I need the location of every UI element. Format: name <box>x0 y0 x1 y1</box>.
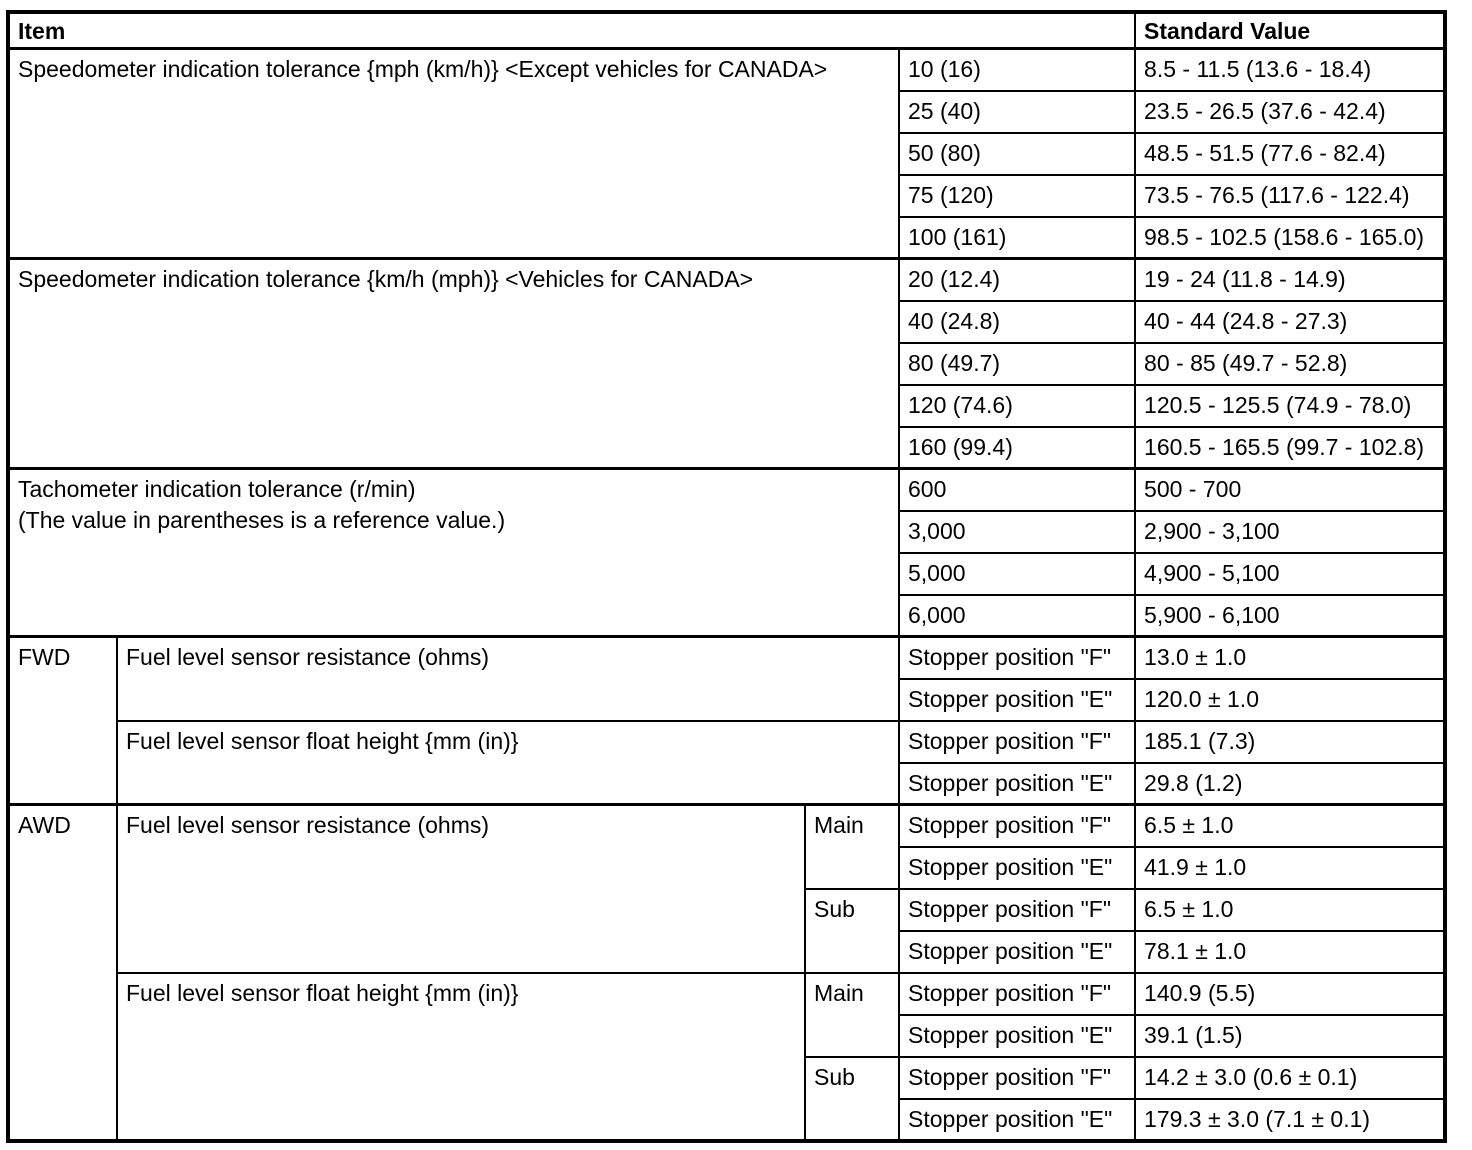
condition-cell: Stopper position "E" <box>897 1097 1137 1142</box>
value-cell: 500 - 700 <box>1134 467 1447 512</box>
value-cell: 29.8 (1.2) <box>1134 761 1447 806</box>
value-cell: 98.5 - 102.5 (158.6 - 165.0) <box>1134 215 1447 260</box>
subgroup-label-cell: Sub <box>804 887 900 974</box>
condition-cell: Stopper position "E" <box>897 1013 1137 1058</box>
value-cell: 185.1 (7.3) <box>1134 719 1447 764</box>
table-row: 75 (120) 73.5 - 76.5 (117.6 - 122.4) <box>8 173 1447 218</box>
table-row: 6,000 5,900 - 6,100 <box>8 593 1447 638</box>
condition-cell: 10 (16) <box>897 47 1137 92</box>
condition-cell: 25 (40) <box>897 89 1137 134</box>
value-cell: 19 - 24 (11.8 - 14.9) <box>1134 257 1447 302</box>
value-cell: 40 - 44 (24.8 - 27.3) <box>1134 299 1447 344</box>
subgroup-label-cell: Sub <box>804 1055 900 1142</box>
table-row: 5,000 4,900 - 5,100 <box>8 551 1447 596</box>
table-row: Stopper position "E" 120.0 ± 1.0 <box>8 677 1447 722</box>
condition-cell: 100 (161) <box>897 215 1137 260</box>
group-label-cell: Fuel level sensor resistance (ohms) <box>116 803 806 974</box>
condition-cell: Stopper position "F" <box>897 1055 1137 1100</box>
table-row: Sub Stopper position "F" 14.2 ± 3.0 (0.6… <box>8 1055 1447 1142</box>
condition-cell: 160 (99.4) <box>897 425 1137 470</box>
condition-cell: Stopper position "E" <box>897 761 1137 806</box>
condition-cell: 20 (12.4) <box>897 257 1137 302</box>
drivetrain-cell: AWD <box>7 803 118 1142</box>
column-header-standard-value: Standard Value <box>1134 11 1447 50</box>
condition-cell: 120 (74.6) <box>897 383 1137 428</box>
value-cell: 48.5 - 51.5 (77.6 - 82.4) <box>1134 131 1447 176</box>
value-cell: 80 - 85 (49.7 - 52.8) <box>1134 341 1447 386</box>
condition-cell: 3,000 <box>897 509 1137 554</box>
group-label-cell: Fuel level sensor resistance (ohms) <box>116 635 900 722</box>
condition-cell: Stopper position "F" <box>897 971 1137 1016</box>
value-cell: 6.5 ± 1.0 <box>1134 803 1447 848</box>
item-cell: Speedometer indication tolerance {km/h (… <box>7 257 900 470</box>
table-row: AWD Fuel level sensor resistance (ohms) … <box>7 803 1447 1142</box>
table-row: 80 (49.7) 80 - 85 (49.7 - 52.8) <box>8 341 1447 386</box>
table-row: FWD Fuel level sensor resistance (ohms) … <box>7 635 1447 806</box>
value-cell: 41.9 ± 1.0 <box>1134 845 1447 890</box>
condition-cell: 80 (49.7) <box>897 341 1137 386</box>
table-row: 3,000 2,900 - 3,100 <box>8 509 1447 554</box>
subgroup-label-cell: Main <box>804 803 900 890</box>
value-cell: 14.2 ± 3.0 (0.6 ± 0.1) <box>1134 1055 1447 1100</box>
value-cell: 73.5 - 76.5 (117.6 - 122.4) <box>1134 173 1447 218</box>
value-cell: 6.5 ± 1.0 <box>1134 887 1447 932</box>
header-row: Item Standard Value <box>6 11 1447 50</box>
drivetrain-cell: FWD <box>7 635 118 806</box>
value-cell: 78.1 ± 1.0 <box>1134 929 1447 974</box>
condition-cell: Stopper position "E" <box>897 677 1137 722</box>
table-row: Stopper position "E" 41.9 ± 1.0 <box>8 845 1447 890</box>
value-cell: 5,900 - 6,100 <box>1134 593 1447 638</box>
condition-cell: 75 (120) <box>897 173 1137 218</box>
value-cell: 8.5 - 11.5 (13.6 - 18.4) <box>1134 47 1447 92</box>
table-row: 160 (99.4) 160.5 - 165.5 (99.7 - 102.8) <box>8 425 1447 470</box>
table-row: Fuel level sensor float height {mm (in)}… <box>8 719 1447 806</box>
table-row: Fuel level sensor float height {mm (in)}… <box>8 971 1447 1142</box>
condition-cell: Stopper position "F" <box>897 887 1137 932</box>
table-row: 120 (74.6) 120.5 - 125.5 (74.9 - 78.0) <box>8 383 1447 428</box>
value-cell: 140.9 (5.5) <box>1134 971 1447 1016</box>
group-label-cell: Fuel level sensor float height {mm (in)} <box>116 719 900 806</box>
condition-cell: Stopper position "F" <box>897 719 1137 764</box>
specifications-table: Item Standard Value Speedometer indicati… <box>6 10 1448 1143</box>
table-row: 40 (24.8) 40 - 44 (24.8 - 27.3) <box>8 299 1447 344</box>
value-cell: 2,900 - 3,100 <box>1134 509 1447 554</box>
value-cell: 4,900 - 5,100 <box>1134 551 1447 596</box>
table-row: 50 (80) 48.5 - 51.5 (77.6 - 82.4) <box>8 131 1447 176</box>
table-row: Stopper position "E" 29.8 (1.2) <box>8 761 1447 806</box>
table-row: Speedometer indication tolerance {km/h (… <box>7 257 1447 470</box>
table-row: 25 (40) 23.5 - 26.5 (37.6 - 42.4) <box>8 89 1447 134</box>
condition-cell: 600 <box>897 467 1137 512</box>
table-row: Stopper position "E" 179.3 ± 3.0 (7.1 ± … <box>8 1097 1447 1142</box>
subgroup-label-cell: Main <box>804 971 900 1058</box>
condition-cell: 6,000 <box>897 593 1137 638</box>
value-cell: 13.0 ± 1.0 <box>1134 635 1447 680</box>
condition-cell: Stopper position "F" <box>897 803 1137 848</box>
condition-cell: 50 (80) <box>897 131 1137 176</box>
table-row: Sub Stopper position "F" 6.5 ± 1.0 <box>8 887 1447 974</box>
value-cell: 179.3 ± 3.0 (7.1 ± 0.1) <box>1134 1097 1447 1142</box>
column-header-item: Item <box>6 11 1137 50</box>
condition-cell: 5,000 <box>897 551 1137 596</box>
table-row: Speedometer indication tolerance {mph (k… <box>7 47 1447 260</box>
condition-cell: Stopper position "F" <box>897 635 1137 680</box>
value-cell: 120.5 - 125.5 (74.9 - 78.0) <box>1134 383 1447 428</box>
condition-cell: 40 (24.8) <box>897 299 1137 344</box>
group-label-cell: Fuel level sensor float height {mm (in)} <box>116 971 806 1142</box>
value-cell: 23.5 - 26.5 (37.6 - 42.4) <box>1134 89 1447 134</box>
item-cell: Speedometer indication tolerance {mph (k… <box>7 47 900 260</box>
table-row: Stopper position "E" 39.1 (1.5) <box>8 1013 1447 1058</box>
value-cell: 120.0 ± 1.0 <box>1134 677 1447 722</box>
value-cell: 160.5 - 165.5 (99.7 - 102.8) <box>1134 425 1447 470</box>
condition-cell: Stopper position "E" <box>897 929 1137 974</box>
table-row: Stopper position "E" 78.1 ± 1.0 <box>8 929 1447 974</box>
table-row: Tachometer indication tolerance (r/min) … <box>7 467 1447 638</box>
value-cell: 39.1 (1.5) <box>1134 1013 1447 1058</box>
condition-cell: Stopper position "E" <box>897 845 1137 890</box>
item-cell: Tachometer indication tolerance (r/min) … <box>7 467 900 638</box>
table-row: 100 (161) 98.5 - 102.5 (158.6 - 165.0) <box>8 215 1447 260</box>
